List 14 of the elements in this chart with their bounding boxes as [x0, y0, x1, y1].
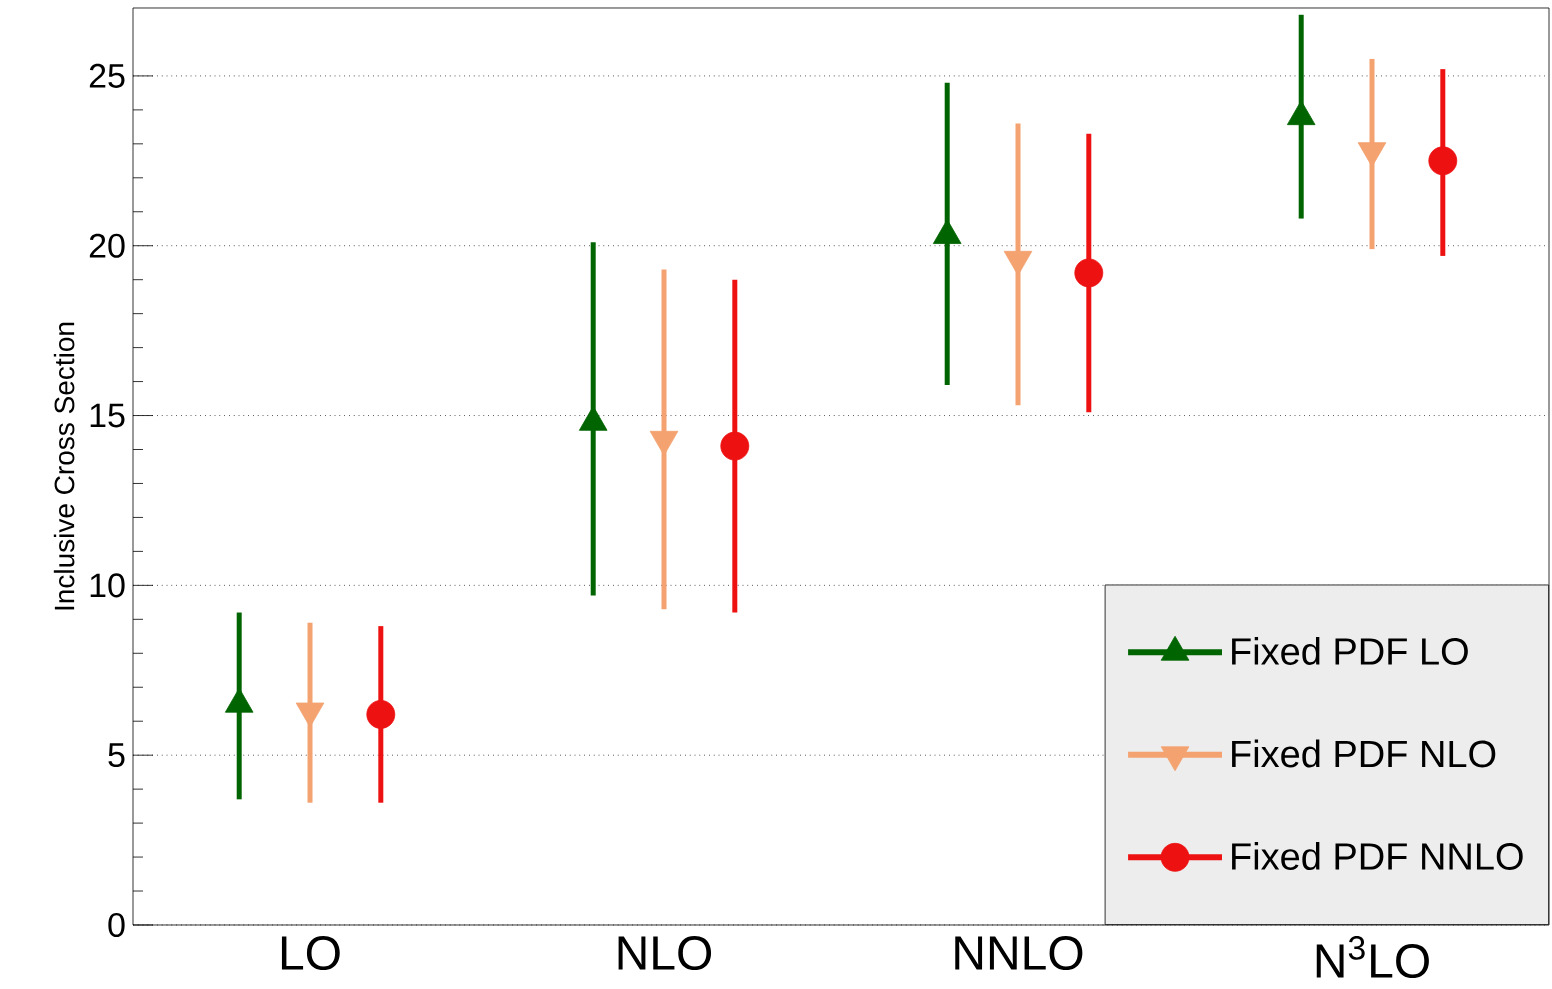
y-tick-label: 0 — [108, 912, 125, 938]
x-tick-label: N$^{3}$LO — [1316, 936, 1429, 979]
x-tick-label: NNLO — [955, 936, 1083, 971]
x-tick-label: LO — [281, 936, 340, 971]
y-tick-label: 5 — [108, 743, 125, 768]
x-tick-label: NLO — [618, 936, 712, 971]
legend-label: Fixed PDF NNLO — [1232, 842, 1523, 870]
y-tick-label: 10 — [90, 573, 125, 598]
y-tick-label: 20 — [89, 233, 125, 258]
legend-label: Fixed PDF LO — [1232, 636, 1468, 665]
y-tick-label: 15 — [90, 403, 125, 428]
y-tick-label: 25 — [89, 63, 125, 88]
legend-label: Fixed PDF NLO — [1232, 739, 1496, 768]
y-axis-title: Inclusive Cross Section — [53, 322, 75, 610]
